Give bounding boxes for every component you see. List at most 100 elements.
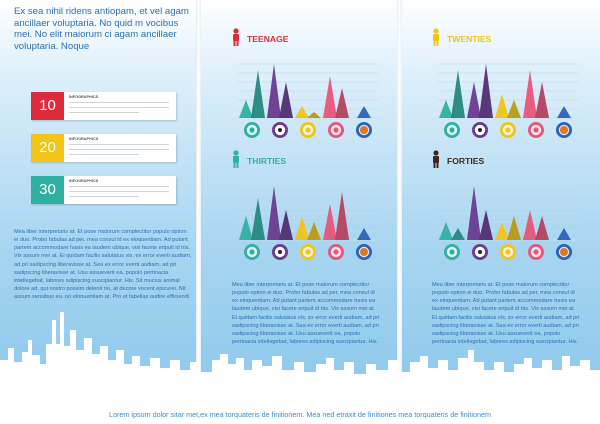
- chart-title: TWENTIES: [447, 34, 492, 44]
- person-icon: [436, 40, 439, 46]
- caption-line: [69, 112, 139, 113]
- stat-caption: INFOGRAPHICS: [69, 179, 99, 183]
- chart-mark: [557, 228, 571, 240]
- chart-mark: [479, 210, 493, 240]
- stat-caption: INFOGRAPHICS: [69, 137, 99, 141]
- chart-mark: [267, 186, 281, 240]
- basketball-icon: [360, 248, 368, 256]
- bicycle-icon: [305, 249, 311, 255]
- person-icon: [233, 156, 239, 163]
- bicycle-icon: [505, 127, 511, 133]
- intro-text: Ex sea nihil ridens antiopam, et vel aga…: [14, 6, 189, 52]
- caption-line: [69, 149, 169, 150]
- chart-teenage: TEENAGE: [233, 28, 378, 138]
- chart-mark: [279, 82, 293, 118]
- chart-mark: [439, 222, 453, 240]
- chart-mark: [467, 186, 481, 240]
- right-body-text: Mea liber interpretaris at. Et pose malo…: [432, 282, 580, 346]
- chart-mark: [295, 216, 309, 240]
- chart-mark: [451, 70, 465, 118]
- person-icon: [433, 150, 439, 156]
- chart-forties: FORTIES: [433, 150, 578, 260]
- basketball-icon: [560, 248, 568, 256]
- chart-mark: [523, 70, 537, 118]
- chart-mark: [439, 100, 453, 118]
- soccer-ball-icon: [478, 250, 482, 254]
- chart-thirties: THIRTIES: [233, 150, 378, 260]
- person-icon: [236, 40, 239, 46]
- person-icon: [433, 162, 436, 168]
- tennis-icon: [449, 249, 455, 255]
- middle-panel: [201, 0, 397, 400]
- chart-mark: [307, 222, 321, 240]
- chart-mark: [251, 198, 265, 240]
- person-icon: [233, 150, 239, 156]
- person-icon: [436, 162, 439, 168]
- chart-mark: [357, 228, 371, 240]
- footer-text: Lorem ipsum dolor sitar met,ex mea torqu…: [109, 410, 491, 419]
- chart-mark: [295, 106, 309, 118]
- stat-card: 20 INFOGRAPHICS: [31, 134, 176, 162]
- right-panel: [402, 0, 600, 400]
- chart-mark: [323, 76, 337, 118]
- person-icon: [433, 34, 439, 41]
- chart-mark: [451, 228, 465, 240]
- chart-mark: [323, 204, 337, 240]
- stat-card: 30 INFOGRAPHICS: [31, 176, 176, 204]
- chart-mark: [307, 112, 321, 118]
- chart-mark: [495, 94, 509, 118]
- fold-divider: [397, 0, 402, 400]
- chart-mark: [239, 216, 253, 240]
- person-icon: [433, 156, 439, 163]
- tennis-icon: [249, 249, 255, 255]
- soccer-ball-icon: [278, 128, 282, 132]
- basketball-icon: [360, 126, 368, 134]
- soccer-ball-icon: [478, 128, 482, 132]
- chart-mark: [535, 216, 549, 240]
- dumbbell-icon: [533, 249, 539, 255]
- stat-caption: INFOGRAPHICS: [69, 95, 99, 99]
- stat-number: 10: [31, 92, 64, 120]
- fold-divider: [196, 0, 201, 400]
- dumbbell-icon: [333, 249, 339, 255]
- chart-mark: [507, 216, 521, 240]
- chart-mark: [535, 82, 549, 118]
- dumbbell-icon: [533, 127, 539, 133]
- chart-title: FORTIES: [447, 156, 485, 166]
- person-icon: [233, 162, 236, 168]
- caption-line: [69, 154, 139, 155]
- chart-mark: [557, 106, 571, 118]
- caption-line: [69, 186, 169, 187]
- person-icon: [233, 28, 239, 34]
- chart-mark: [335, 88, 349, 118]
- stat-number: 20: [31, 134, 64, 162]
- dumbbell-icon: [333, 127, 339, 133]
- chart-mark: [495, 222, 509, 240]
- chart-mark: [479, 64, 493, 118]
- city-skyline: [0, 312, 600, 400]
- person-icon: [233, 40, 236, 46]
- caption-line: [69, 102, 169, 103]
- person-icon: [433, 40, 436, 46]
- person-icon: [236, 162, 239, 168]
- chart-title: THIRTIES: [247, 156, 286, 166]
- bicycle-icon: [305, 127, 311, 133]
- caption-line: [69, 196, 139, 197]
- stat-number: 30: [31, 176, 64, 204]
- chart-mark: [267, 64, 281, 118]
- chart-title: TEENAGE: [247, 34, 289, 44]
- tennis-icon: [249, 127, 255, 133]
- stat-card: 10 INFOGRAPHICS: [31, 92, 176, 120]
- chart-mark: [251, 70, 265, 118]
- person-icon: [233, 34, 239, 41]
- chart-mark: [507, 100, 521, 118]
- chart-mark: [335, 192, 349, 240]
- chart-twenties: TWENTIES: [433, 28, 578, 138]
- middle-body-text: Mea liber interpretaris at. Et pose malo…: [232, 282, 380, 346]
- caption-line: [69, 191, 169, 192]
- caption-line: [69, 107, 169, 108]
- chart-mark: [279, 210, 293, 240]
- bicycle-icon: [505, 249, 511, 255]
- chart-mark: [357, 106, 371, 118]
- tennis-icon: [449, 127, 455, 133]
